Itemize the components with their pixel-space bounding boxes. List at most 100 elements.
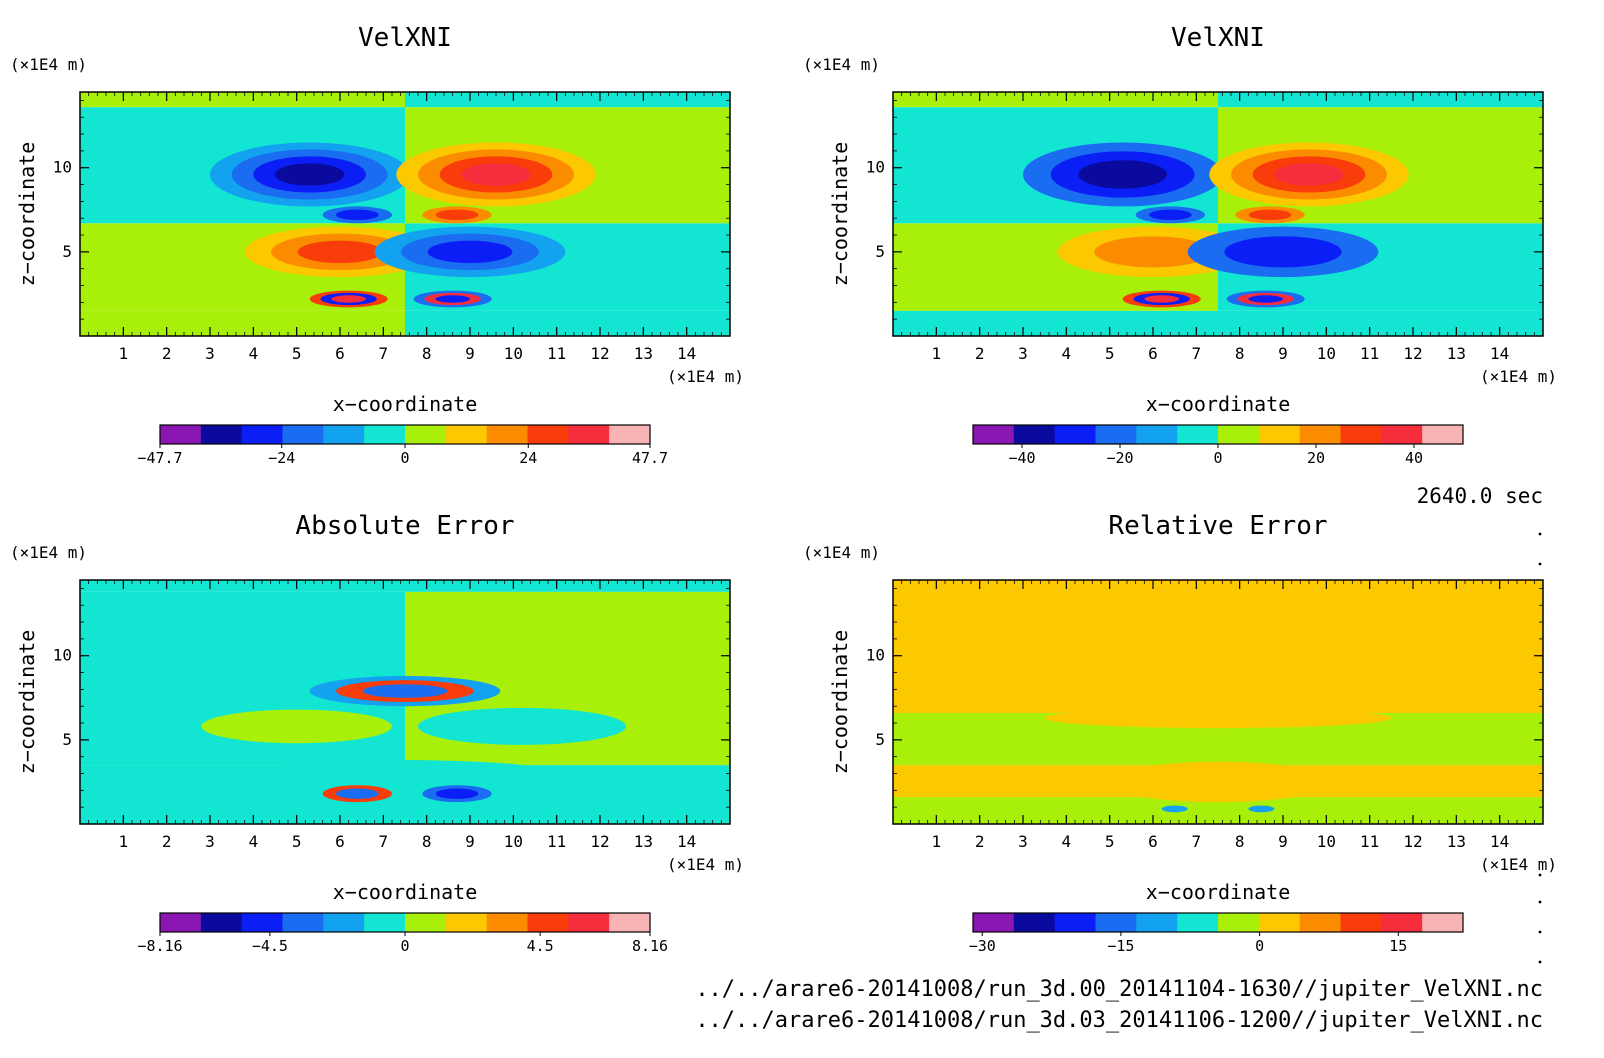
contour-region [1149, 209, 1192, 221]
panel-relative-error: Relative Error (×1E4 m) 1 2 3 4 5 6 7 8 9 10 11 12 1… [803, 511, 1557, 955]
colorbar-swatch [1258, 913, 1301, 932]
y-unit-label: (×1E4 m) [803, 55, 880, 74]
colorbar-swatch [1095, 425, 1137, 444]
colorbar-tick-label: 0 [1255, 937, 1264, 955]
plot-frame [892, 579, 1544, 825]
colorbar-swatch [1381, 913, 1423, 932]
x-tick-label: 7 [379, 832, 389, 851]
y-unit-label: (×1E4 m) [10, 543, 87, 562]
contour-region [1094, 236, 1212, 268]
x-axis-label: x−coordinate [333, 880, 478, 904]
x-tick-label: 5 [1105, 344, 1115, 363]
x-tick-label: 2 [162, 832, 172, 851]
x-tick-label: 14 [1490, 344, 1509, 363]
x-tick-label: 5 [1105, 832, 1115, 851]
x-tick-label: 13 [634, 344, 653, 363]
contour-region [1248, 295, 1283, 303]
field-band [405, 580, 730, 592]
x-tick-label: 14 [677, 832, 696, 851]
colorbar-swatch [973, 425, 1015, 444]
y-axis-label: z−coordinate [15, 142, 39, 287]
panel-absolute-error: Absolute Error (×1E4 m) 1 2 3 4 5 6 7 8 9 10 11 12 1… [10, 511, 744, 955]
colorbar-tick-label: −30 [969, 937, 996, 955]
colorbar-tick-label: −47.7 [137, 449, 182, 467]
x-tick-label: 12 [1403, 344, 1422, 363]
field-band [405, 92, 730, 108]
contour-region [336, 209, 379, 221]
y-axis-label: z−coordinate [828, 630, 852, 775]
x-tick-label: 4 [1062, 344, 1072, 363]
time-label: 2640.0 sec [1417, 484, 1543, 508]
contour-region [1105, 761, 1331, 803]
x-tick-label: 11 [547, 344, 566, 363]
contour-region [418, 707, 626, 745]
y-unit-label: (×1E4 m) [803, 543, 880, 562]
colorbar-swatch [1054, 425, 1096, 444]
x-tick-label: 9 [1278, 344, 1288, 363]
colorbar-tick-label: 8.16 [632, 937, 668, 955]
colorbar-swatch [364, 425, 406, 444]
x-axis-label: x−coordinate [333, 392, 478, 416]
x-tick-label: 13 [1447, 832, 1466, 851]
x-tick-label: 5 [292, 832, 302, 851]
colorbar-swatch [1340, 425, 1382, 444]
field-band [80, 580, 405, 592]
field-band [1218, 580, 1543, 713]
contour-region [1248, 209, 1292, 221]
colorbar-swatch [160, 425, 202, 444]
margin-dots [1538, 532, 1542, 964]
colorbar-swatch [1299, 425, 1341, 444]
heatmap-field [893, 580, 1543, 824]
x-tick-label: 2 [975, 832, 985, 851]
chart-title: VelXNI [358, 23, 452, 53]
colorbar-swatch [609, 913, 651, 932]
footer-file-2: ../../arare6-20141008/run_3d.03_20141106… [695, 1008, 1543, 1033]
contour-region [1144, 295, 1179, 303]
colorbar-swatch [200, 913, 243, 932]
contour-region [1161, 805, 1188, 813]
colorbar-tick-label: 15 [1389, 937, 1407, 955]
field-band [893, 310, 1218, 336]
y-tick-label: 10 [866, 158, 885, 177]
colorbar-swatch [527, 913, 569, 932]
colorbar-tick-label: 0 [400, 449, 409, 467]
colorbar-swatch [609, 425, 651, 444]
x-axis-label: x−coordinate [1146, 392, 1291, 416]
colorbar: −30 −15 0 15 [969, 912, 1464, 955]
colorbar-tick-label: −4.5 [252, 937, 288, 955]
colorbar-tick-label: −40 [1008, 449, 1035, 467]
y-axis-label: z−coordinate [15, 630, 39, 775]
chart-title: VelXNI [1171, 23, 1265, 53]
colorbar-swatch [1258, 425, 1301, 444]
colorbar-swatch [1136, 425, 1178, 444]
colorbar: −40 −20 0 20 40 [972, 424, 1464, 467]
contour-region [435, 295, 470, 303]
y-tick-label: 10 [53, 158, 72, 177]
footer-file-1: ../../arare6-20141008/run_3d.00_20141104… [695, 977, 1543, 1002]
x-tick-label: 9 [465, 832, 475, 851]
colorbar-swatch [282, 913, 324, 932]
x-tick-label: 11 [547, 832, 566, 851]
colorbar-swatch [282, 425, 324, 444]
colorbar-swatch [486, 425, 528, 444]
x-tick-label: 12 [590, 832, 609, 851]
y-tick-label: 5 [875, 730, 885, 749]
x-tick-label: 6 [335, 832, 345, 851]
x-tick-label: 4 [249, 344, 259, 363]
x-unit-label: (×1E4 m) [667, 855, 744, 874]
x-tick-label: 6 [1148, 344, 1158, 363]
y-tick-label: 5 [62, 242, 72, 261]
x-unit-label: (×1E4 m) [1480, 855, 1557, 874]
colorbar-tick-label: −20 [1106, 449, 1133, 467]
colorbar: −8.16 −4.5 0 4.5 8.16 [137, 912, 668, 955]
y-tick-label: 5 [875, 242, 885, 261]
field-band [405, 310, 730, 336]
colorbar-swatch [445, 425, 488, 444]
x-tick-label: 12 [1403, 832, 1422, 851]
colorbar-swatch [1177, 913, 1219, 932]
colorbar-swatch [1013, 425, 1056, 444]
colorbar-swatch [1218, 913, 1260, 932]
